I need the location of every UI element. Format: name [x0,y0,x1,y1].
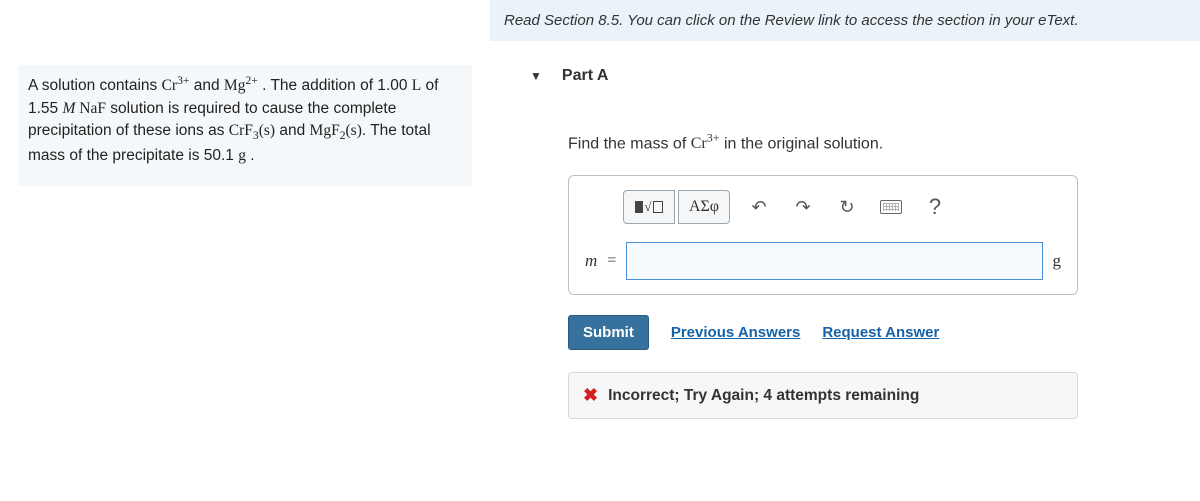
undo-icon[interactable]: ↶ [744,192,774,222]
part-body: Find the mass of Cr3+ in the original so… [490,93,1200,419]
greek-symbols-button[interactable]: ΑΣφ [678,190,730,224]
problem-panel: A solution contains Cr3+ and Mg2+ . The … [0,0,490,501]
answer-input-row: m = g [581,242,1065,280]
redo-icon[interactable]: ↷ [788,192,818,222]
answer-box: √ ΑΣφ ↶ ↷ ↻ ? m = g [568,175,1078,295]
help-icon[interactable]: ? [920,192,950,222]
submit-row: Submit Previous Answers Request Answer [568,315,1200,350]
equals-sign: = [607,252,616,270]
keyboard-icon[interactable] [876,192,906,222]
collapse-caret-icon[interactable]: ▼ [530,69,542,83]
unit-label: g [1053,251,1066,271]
part-header[interactable]: ▼ Part A [490,41,1200,93]
question-prompt: Find the mass of Cr3+ in the original so… [568,131,1200,153]
problem-statement: A solution contains Cr3+ and Mg2+ . The … [18,65,472,186]
feedback-text: Incorrect; Try Again; 4 attempts remaini… [608,387,919,405]
reset-icon[interactable]: ↻ [832,192,862,222]
part-label: Part A [562,67,609,85]
error-icon: ✖ [583,385,598,406]
variable-label: m [581,251,597,271]
previous-answers-link[interactable]: Previous Answers [671,324,801,341]
feedback-banner: ✖ Incorrect; Try Again; 4 attempts remai… [568,372,1078,419]
answer-panel: Read Section 8.5. You can click on the R… [490,0,1200,501]
answer-input[interactable] [626,242,1042,280]
review-hint: Read Section 8.5. You can click on the R… [490,0,1200,41]
request-answer-link[interactable]: Request Answer [822,324,939,341]
templates-button[interactable]: √ [623,190,675,224]
equation-toolbar: √ ΑΣφ ↶ ↷ ↻ ? [581,190,1065,224]
submit-button[interactable]: Submit [568,315,649,350]
